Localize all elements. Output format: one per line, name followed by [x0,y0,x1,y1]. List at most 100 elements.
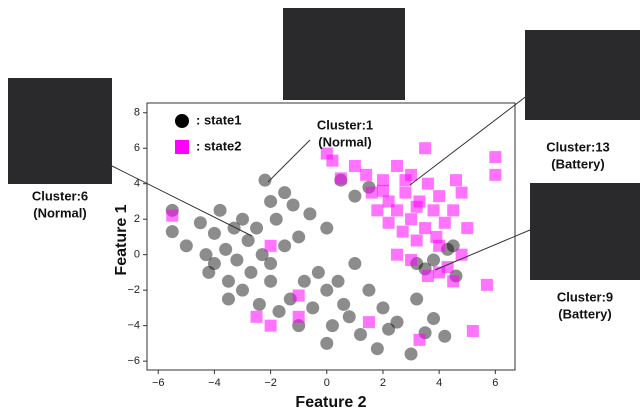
point [362,283,376,297]
point [193,216,207,230]
point [278,186,292,200]
point [413,333,426,346]
point [376,174,389,187]
point [419,142,432,155]
point [371,204,384,217]
point [382,322,396,336]
point [292,289,305,302]
legend-marker [175,140,189,154]
point [303,207,317,221]
point [320,221,334,235]
photo [530,183,640,280]
point [348,189,362,203]
point [207,226,221,240]
point [489,168,502,181]
y-tick-label: 2 [134,213,140,225]
point [466,324,479,337]
point [390,315,404,329]
point [421,269,434,282]
point [227,221,241,235]
point [410,200,423,213]
point [202,265,216,279]
legend-marker [175,114,189,128]
point [438,216,451,229]
point [264,319,277,332]
point [292,310,305,323]
legend-label: : state1 [196,112,242,127]
point [286,198,300,212]
annotation-note: (Battery) [558,306,611,321]
point [250,310,263,323]
point [438,329,452,343]
point [331,274,345,288]
photo [283,8,405,100]
point [241,233,255,247]
point [376,301,390,315]
point [450,174,463,187]
point [370,342,384,356]
point [365,186,378,199]
point [348,159,361,172]
y-tick-label: −2 [127,284,140,296]
point [447,204,460,217]
y-tick-label: −6 [127,355,140,367]
y-tick-label: 6 [134,142,140,154]
point [272,304,286,318]
x-tick-label: 0 [324,377,330,389]
photo [8,78,112,184]
point [396,225,409,238]
point [264,257,278,271]
point [399,174,412,187]
point [337,297,351,311]
x-tick-label: −6 [152,377,165,389]
y-tick-label: 4 [134,178,140,190]
callout-line [409,94,529,186]
point [376,184,389,197]
point [207,257,221,271]
point [410,234,423,247]
annotation-label: Cluster:6 [32,188,88,203]
point [348,257,362,271]
annotation-label: Cluster:1 [317,117,373,132]
point [427,204,440,217]
point [447,275,460,288]
annotation-note: (Battery) [551,156,604,171]
point [230,253,244,267]
point [264,274,278,288]
point [433,190,446,203]
point [236,283,250,297]
point [334,172,347,185]
point [399,186,412,199]
point [236,212,250,226]
point [252,297,266,311]
point [311,265,325,279]
point [325,319,339,333]
point [461,222,474,235]
point [360,168,373,181]
callout-line [267,139,311,183]
point [410,292,424,306]
annotation-label: Cluster:13 [546,139,610,154]
point [419,222,432,235]
point [219,242,233,256]
point [320,283,334,297]
y-axis-label: Feature 1 [113,204,130,275]
point [353,328,367,342]
point [405,213,418,226]
annotation-note: (Normal) [33,205,86,220]
point [264,239,277,252]
annotation-label: Cluster:9 [557,289,613,304]
point [421,177,434,190]
point [342,310,356,324]
point [221,292,235,306]
point [430,230,443,243]
point [244,265,258,279]
point [250,221,264,235]
point [320,336,334,350]
point [391,159,404,172]
point [269,212,283,226]
point [258,173,272,187]
annotation-note: (Normal) [318,134,371,149]
point [320,147,333,160]
